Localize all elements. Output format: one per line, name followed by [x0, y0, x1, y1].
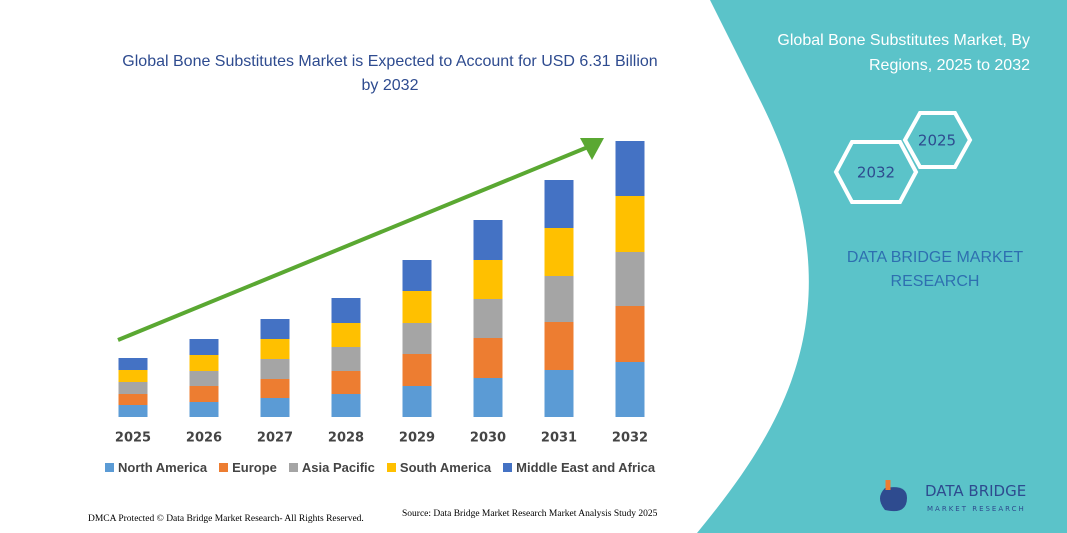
- bar-segment: [473, 299, 503, 338]
- x-tick-label: 2027: [257, 431, 293, 446]
- bar-segment: [615, 362, 645, 417]
- bar-segment: [402, 291, 432, 323]
- bar-segment: [189, 339, 219, 355]
- bar-segment: [615, 196, 645, 252]
- bar-segment: [473, 338, 503, 378]
- legend: North America Europe Asia Pacific South Ame…: [105, 460, 655, 475]
- bar-segment: [402, 260, 432, 291]
- bar-segment: [260, 319, 290, 339]
- legend-item: Europe: [219, 460, 277, 475]
- legend-label: Middle East and Africa: [516, 460, 656, 475]
- x-tick-label: 2030: [470, 431, 506, 446]
- bar-segment: [260, 398, 290, 417]
- x-tick-label: 2032: [612, 431, 648, 446]
- bar-segment: [544, 322, 574, 370]
- bar-segment: [331, 347, 361, 371]
- bar-segment: [402, 386, 432, 417]
- x-tick-label: 2031: [541, 431, 577, 446]
- bar-segment: [260, 359, 290, 379]
- bar-segment: [260, 379, 290, 398]
- bar-segment: [189, 371, 219, 386]
- bar-segment: [260, 339, 290, 359]
- legend-label: Europe: [232, 460, 277, 475]
- panel-title: Global Bone Substitutes Market, By Regio…: [777, 32, 1030, 74]
- bar-segment: [331, 394, 361, 417]
- legend-item: Asia Pacific: [288, 460, 375, 475]
- trend-arrow: [117, 145, 589, 342]
- x-tick-label: 2026: [186, 431, 222, 446]
- hexagon: [833, 140, 919, 204]
- legend-label: Asia Pacific: [301, 460, 375, 475]
- bar-segment: [118, 358, 148, 370]
- bar-segment: [615, 141, 645, 196]
- bar-segment: [544, 276, 574, 322]
- x-tick-label: 2029: [399, 431, 435, 446]
- bar-segment: [118, 394, 148, 405]
- legend-item: Middle East and Africa: [503, 460, 655, 475]
- x-tick-label: 2025: [115, 431, 151, 446]
- bar-segment: [189, 402, 219, 417]
- source: Source: Data Bridge Market Research Mark…: [402, 509, 658, 519]
- legend-item: North America: [105, 460, 207, 475]
- bar-segment: [473, 220, 503, 260]
- bar-segment: [331, 298, 361, 323]
- logo-name: DATA BRIDGE: [925, 482, 1026, 500]
- bar-segment: [544, 370, 574, 417]
- logo-tagline: MARKET RESEARCH: [927, 505, 1026, 513]
- bar-segment: [402, 354, 432, 386]
- legend-swatch: [386, 463, 396, 472]
- bar-segment: [544, 180, 574, 228]
- legend-swatch: [219, 463, 229, 472]
- bar-segment: [189, 386, 219, 402]
- bar-segment: [615, 306, 645, 362]
- bar-segment: [544, 228, 574, 276]
- hexagon-label: 2025: [918, 132, 956, 150]
- copyright: DMCA Protected © Data Bridge Market Rese…: [88, 513, 364, 524]
- legend-label: North America: [118, 460, 208, 475]
- x-tick-label: 2028: [328, 431, 364, 446]
- bar-segment: [118, 382, 148, 394]
- bar-segment: [189, 355, 219, 371]
- arrow-head: [580, 138, 604, 160]
- legend-item: South America: [386, 460, 492, 475]
- bar-segment: [331, 323, 361, 347]
- chart-title: Global Bone Substitutes Market is Expect…: [122, 53, 658, 94]
- bar-segment: [118, 370, 148, 382]
- hexagon: [902, 111, 973, 169]
- logo-icon: [880, 487, 907, 512]
- legend-swatch: [503, 463, 513, 472]
- legend-swatch: [105, 463, 114, 472]
- bar-segment: [473, 260, 503, 299]
- bar-segment: [118, 405, 148, 417]
- panel-bg: [697, 0, 1067, 533]
- legend-label: South America: [399, 460, 492, 475]
- bar-segment: [331, 371, 361, 394]
- hexagon-label: 2032: [857, 164, 895, 182]
- bar-segment: [615, 252, 645, 306]
- bar-segment: [473, 378, 503, 417]
- bar-segment: [402, 323, 432, 354]
- brand: DATA BRIDGE MARKET RESEARCH: [846, 249, 1024, 290]
- legend-swatch: [288, 463, 298, 472]
